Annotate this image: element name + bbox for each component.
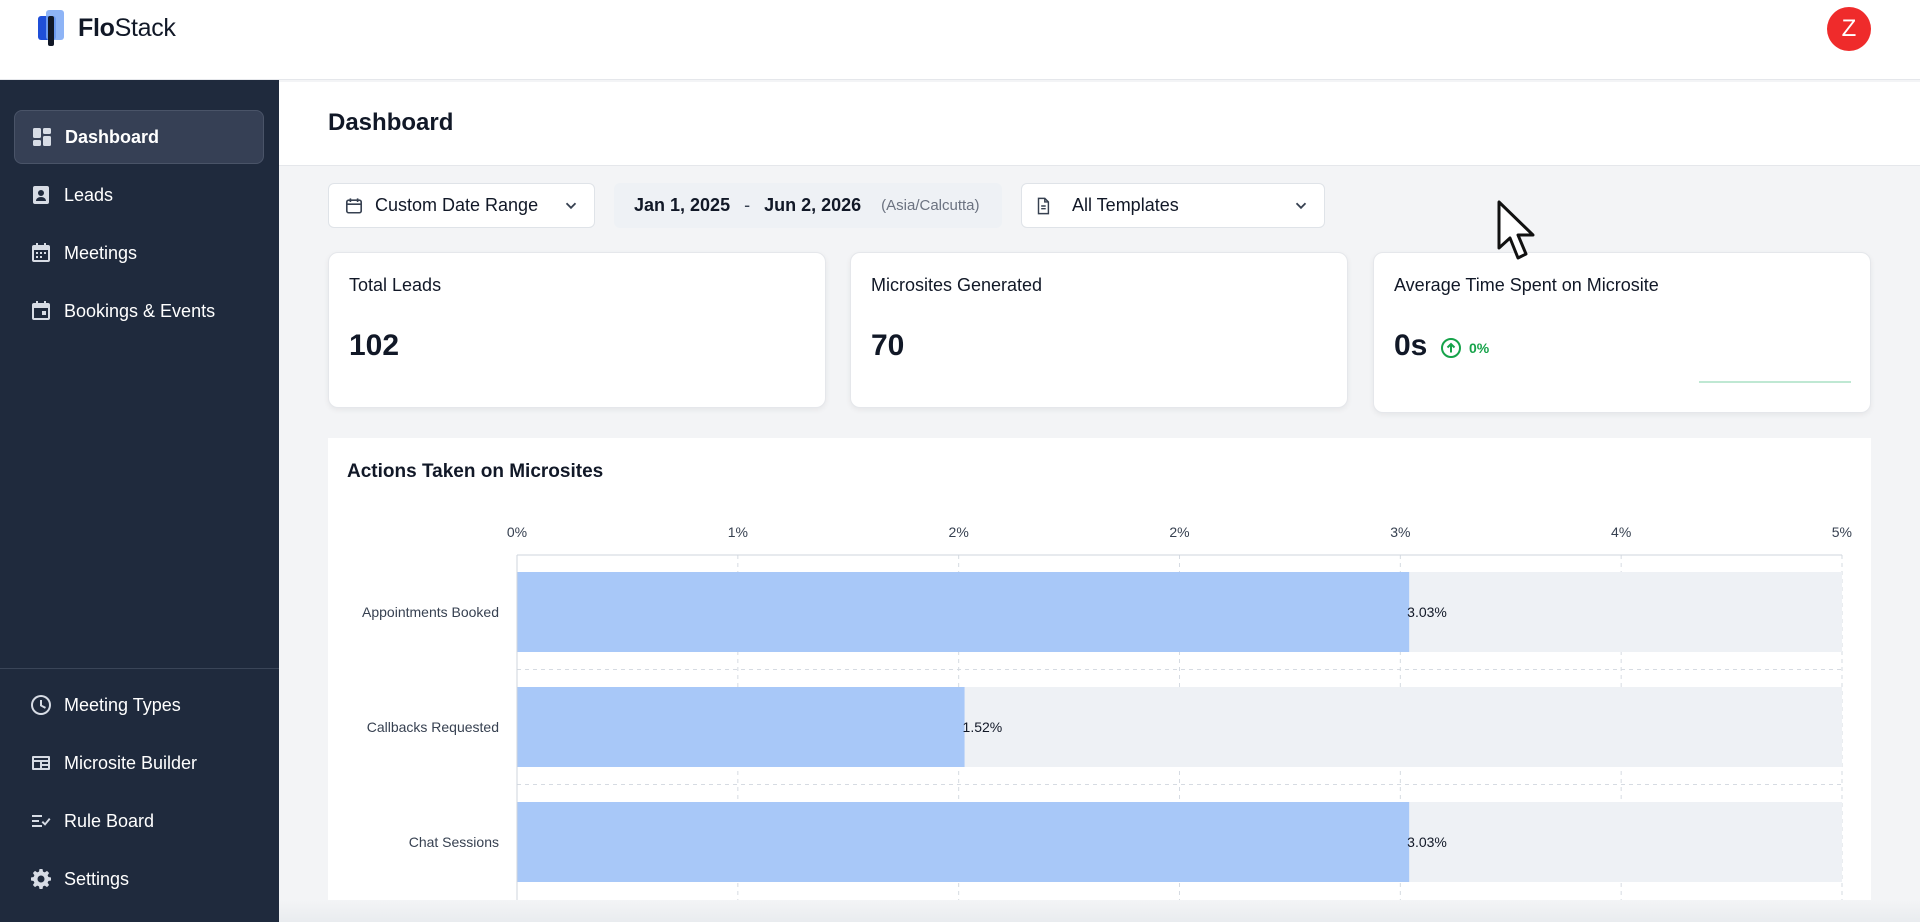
user-avatar[interactable]: Z (1827, 7, 1871, 51)
category-label: Callbacks Requested (367, 719, 499, 735)
x-tick-label: 0% (507, 524, 527, 540)
sidebar-item-label: Rule Board (64, 810, 155, 831)
timezone-label: (Asia/Calcutta) (881, 197, 980, 214)
layout-icon (30, 752, 52, 774)
sidebar-item-label: Dashboard (65, 126, 160, 147)
page-bottom-edge (279, 900, 1920, 922)
page-title: Dashboard (328, 109, 454, 136)
actions-chart-panel: Actions Taken on Microsites 0% 1% 2% 2% 3% 4%… (328, 438, 1871, 922)
card-label: Average Time Spent on Microsite (1394, 275, 1659, 295)
main-header: Dashboard (279, 82, 1920, 166)
sidebar-item-bookings-events[interactable]: Bookings & Events (14, 284, 264, 338)
templates-value: All Templates (1072, 195, 1179, 215)
contact-icon (30, 184, 52, 206)
sidebar: Dashboard Leads Meetings Bookings & Even… (0, 80, 279, 922)
date-range-picker[interactable]: Jan 1, 2025 - Jun 2, 2026 (Asia/Calcutta… (614, 183, 1002, 228)
sidebar-item-label: Leads (64, 184, 114, 205)
top-bar: FloStack Z (0, 0, 1920, 80)
clock-icon (30, 694, 52, 716)
card-value: 0s (1394, 329, 1428, 362)
logo-text-regular: Stack (114, 13, 176, 42)
x-tick-label: 1% (728, 524, 748, 540)
arrow-up-circle-icon (1441, 338, 1461, 358)
sidebar-item-label: Meeting Types (64, 694, 181, 715)
calendar-icon (343, 195, 365, 217)
sparkline (1699, 381, 1851, 383)
document-icon (1032, 195, 1054, 217)
card-label: Microsites Generated (871, 275, 1043, 295)
calendar-event-icon (30, 300, 52, 322)
chart-title: Actions Taken on Microsites (347, 461, 604, 482)
card-total-leads: Total Leads 102 (328, 252, 826, 408)
category-label: Chat Sessions (409, 834, 499, 850)
sidebar-divider (0, 668, 279, 669)
calendar-grid-icon (30, 242, 52, 264)
bar (517, 802, 1410, 882)
sidebar-item-label: Meetings (64, 242, 138, 263)
card-value: 102 (349, 329, 400, 362)
data-label: 3.03% (1407, 834, 1447, 850)
actions-bar-chart: 0% 1% 2% 2% 3% 4% 5% Appointments Booked 3.03% Ca… (362, 524, 1852, 900)
gear-icon (30, 868, 52, 890)
date-end: Jun 2, 2026 (764, 195, 862, 215)
x-tick-label: 2% (949, 524, 969, 540)
sidebar-item-label: Microsite Builder (64, 752, 198, 773)
data-label: 3.03% (1407, 604, 1447, 620)
app-logo[interactable]: FloStack (36, 8, 176, 48)
card-value: 70 (871, 329, 905, 362)
chevron-down-icon (565, 202, 577, 210)
bar (517, 687, 965, 767)
change-indicator: 0% (1440, 337, 1489, 359)
change-value: 0% (1469, 340, 1490, 356)
bar (517, 572, 1410, 652)
sidebar-item-microsite-builder[interactable]: Microsite Builder (14, 736, 264, 790)
x-tick-label: 5% (1832, 524, 1852, 540)
logo-icon (38, 10, 64, 46)
data-label: 1.52% (963, 719, 1003, 735)
card-average-time-spent: Average Time Spent on Microsite 0s 0% (1373, 252, 1871, 413)
sidebar-item-label: Settings (64, 868, 130, 889)
date-separator: - (744, 195, 751, 215)
date-range-type-value: Custom Date Range (375, 195, 539, 215)
date-start: Jan 1, 2025 (634, 195, 731, 215)
card-microsites-generated: Microsites Generated 70 (850, 252, 1348, 408)
rules-icon (30, 810, 52, 832)
logo-text-bold: Flo (78, 13, 115, 42)
category-label: Appointments Booked (362, 604, 499, 620)
sidebar-item-dashboard[interactable]: Dashboard (14, 110, 264, 164)
x-tick-label: 2% (1169, 524, 1189, 540)
x-tick-label: 4% (1611, 524, 1631, 540)
sidebar-item-rule-board[interactable]: Rule Board (14, 794, 264, 848)
mouse-cursor-icon (1497, 200, 1535, 260)
sidebar-item-label: Bookings & Events (64, 300, 216, 321)
date-range-type-select[interactable]: Custom Date Range (328, 183, 595, 228)
x-tick-label: 3% (1390, 524, 1410, 540)
sidebar-item-settings[interactable]: Settings (14, 852, 264, 906)
dashboard-icon (31, 126, 53, 148)
sidebar-item-meetings[interactable]: Meetings (14, 226, 264, 280)
card-label: Total Leads (349, 275, 442, 295)
templates-select[interactable]: All Templates (1021, 183, 1325, 228)
chevron-down-icon (1295, 202, 1307, 210)
sidebar-item-meeting-types[interactable]: Meeting Types (14, 678, 264, 732)
sidebar-item-leads[interactable]: Leads (14, 168, 264, 222)
